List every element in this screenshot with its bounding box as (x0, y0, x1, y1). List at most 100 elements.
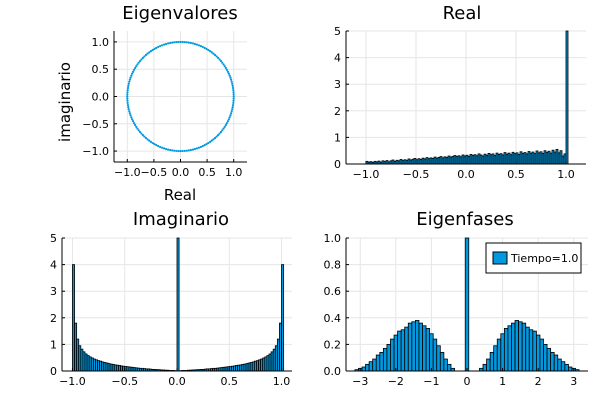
eigenvalue-point (131, 118, 134, 121)
eigenvalue-point (151, 48, 154, 52)
y-tick-label: −0.5 (82, 118, 109, 131)
histogram-bar (493, 345, 498, 372)
y-tick-label: 2 (50, 312, 57, 325)
eigenvalue-point (210, 139, 213, 142)
eigenvalue-point (140, 58, 143, 61)
panel-title: Imaginario (133, 209, 229, 230)
eigenvalue-point (126, 99, 129, 102)
eigenvalue-point (169, 148, 172, 152)
eigenvalue-point (175, 40, 178, 44)
panel-real: Real −1.0 −0.5 0.0 0.5 1.0 0 1 2 3 4 5 (334, 3, 586, 181)
eigenvalue-point (136, 63, 139, 66)
y-tick-label: 0.8 (324, 259, 342, 272)
histogram-bar (496, 338, 502, 372)
eigenvalue-point (135, 65, 138, 68)
histogram-bar (407, 322, 413, 372)
eigenvalue-point (131, 120, 135, 123)
x-tick-label: 0.5 (507, 168, 525, 181)
eigenvalue-point (232, 93, 235, 96)
eigenvalue-point (159, 44, 162, 48)
eigenvalue-point (131, 70, 135, 73)
histogram-bar (361, 366, 366, 372)
eigenvalue-point (166, 42, 170, 45)
eigenvalue-point (151, 141, 154, 145)
histogram-bar (436, 345, 441, 372)
x-tick-label: −0.5 (111, 375, 138, 388)
histogram-bar (557, 358, 562, 372)
histogram-bar (393, 334, 399, 372)
eigenvalue-point (137, 129, 140, 132)
eigenvalue-point (141, 56, 144, 60)
eigenvalue-point (212, 52, 215, 55)
legend-swatch (492, 251, 508, 265)
eigenvalue-point (195, 147, 199, 150)
eigenvalue-point (179, 149, 182, 153)
bars (354, 237, 580, 372)
y-tick-label: 0.0 (92, 91, 110, 104)
eigenvalue-point (148, 139, 151, 142)
eigenvalue-point (232, 97, 235, 100)
eigenvalue-point (127, 82, 130, 85)
histogram-bar (425, 328, 431, 372)
eigenvalue-point (217, 133, 220, 137)
eigenvalue-point (157, 45, 160, 49)
eigenvalue-point (218, 132, 221, 135)
legend: Tiempo=1.0 (485, 242, 582, 274)
x-tick-label: −0.5 (141, 166, 168, 179)
eigenvalue-point (143, 135, 146, 138)
histogram-bar (447, 363, 452, 372)
plot-area: −1.0 −0.5 0.0 0.5 1.0 0 1 2 3 4 5 (334, 25, 586, 181)
eigenvalue-point (132, 68, 136, 71)
eigenvalue-point (146, 138, 149, 141)
histogram-bar (500, 333, 505, 372)
eigenvalue-point (187, 149, 190, 152)
eigenvalue-point (230, 110, 233, 113)
eigenvalue-point (230, 80, 233, 83)
y-tick-label: 1.0 (92, 36, 110, 49)
eigenvalue-point (128, 80, 131, 83)
eigenvalue-point (162, 43, 166, 46)
eigenvalue-point (169, 41, 172, 45)
eigenvalue-point (212, 138, 215, 141)
histogram-bar (482, 363, 487, 372)
eigenvalue-point (171, 41, 174, 44)
eigenvalue-point (199, 145, 202, 149)
eigenvalue-point (149, 140, 153, 143)
eigenvalue-point (213, 136, 217, 140)
histogram-bar (418, 322, 423, 372)
x-tick-label: 0.5 (221, 375, 239, 388)
y-tick-label: 1.0 (324, 232, 342, 245)
y-axis-title: imaginario (56, 62, 74, 142)
eigenvalue-point (189, 148, 192, 152)
x-tick-label: −1.0 (353, 168, 380, 181)
eigenvalue-point (148, 51, 151, 54)
y-tick-label: 1 (50, 338, 57, 351)
eigenvalue-point (126, 103, 130, 107)
eigenvalue-point (185, 149, 188, 152)
eigenvalue-point (127, 106, 130, 109)
x-tick-label: 1.0 (273, 375, 291, 388)
eigenvalue-point (193, 147, 197, 151)
histogram-bar (404, 326, 409, 372)
histogram-bar (422, 325, 427, 372)
eigenvalue-point (155, 46, 158, 49)
histogram-bar (503, 328, 509, 372)
eigenvalue-point (126, 88, 129, 92)
eigenvalue-point (231, 84, 234, 87)
eigenvalue-point (207, 48, 210, 52)
y-tick-label: 0.0 (324, 365, 342, 378)
histogram-bar (372, 358, 377, 372)
y-tick-label: 0 (50, 365, 57, 378)
eigenvalue-point (173, 41, 176, 44)
eigenvalue-point (215, 135, 218, 138)
x-tick-label: 2 (535, 375, 542, 388)
eigenvalue-point (224, 123, 227, 127)
histogram-bar (528, 329, 534, 372)
x-tick-label: 0.5 (198, 166, 216, 179)
y-tick-label: 0 (334, 158, 341, 171)
eigenvalue-point (126, 95, 129, 98)
histogram-bar (550, 351, 555, 372)
eigenvalue-point (130, 116, 133, 119)
